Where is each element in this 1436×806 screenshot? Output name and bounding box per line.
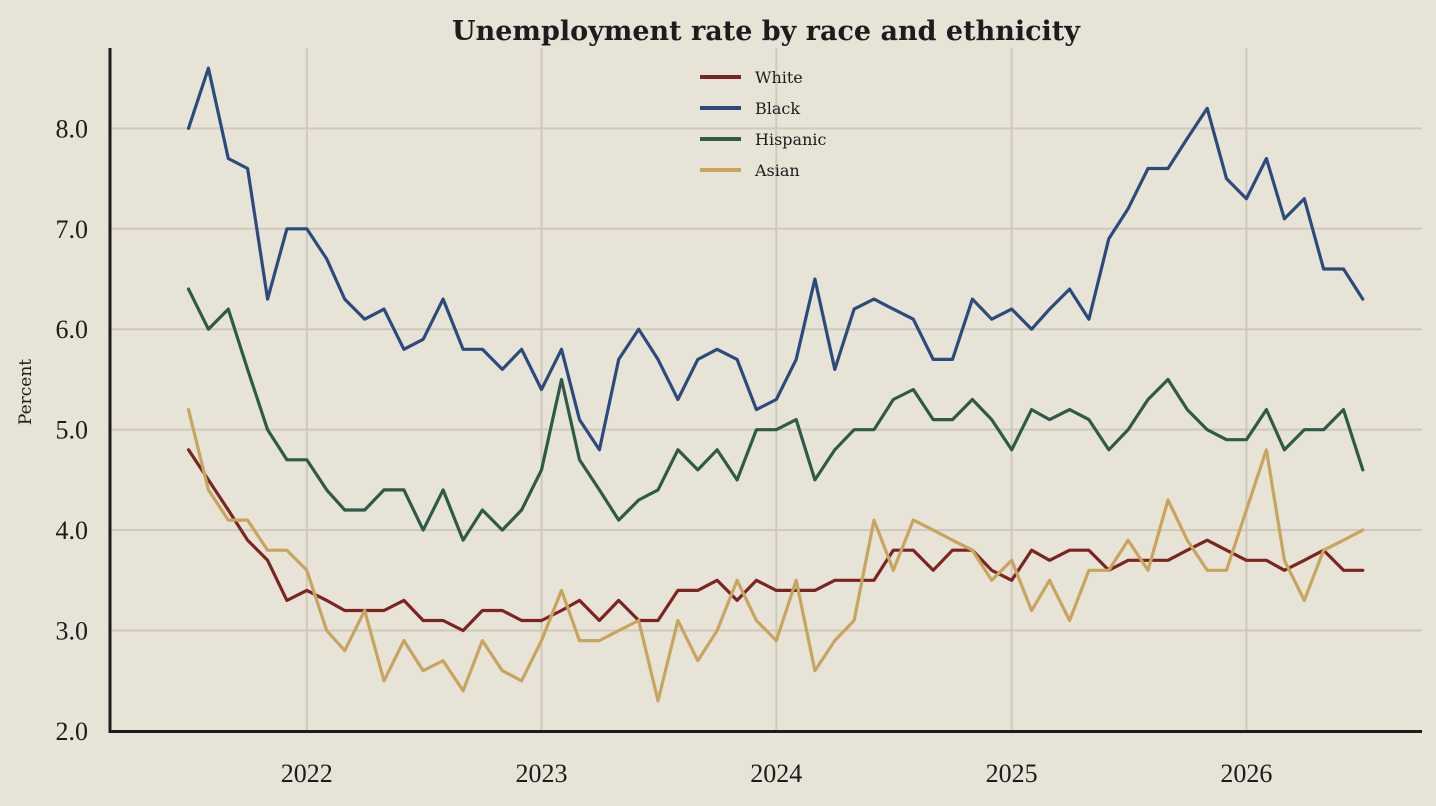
series-lines [186, 66, 1365, 703]
series-line-hispanic [186, 287, 1365, 542]
y-axis-label: Percent [16, 359, 36, 425]
gridlines [110, 48, 1422, 731]
legend-label: Hispanic [755, 130, 826, 149]
y-tick-label: 6.0 [56, 315, 89, 344]
axes [108, 48, 1422, 733]
y-tick-label: 2.0 [56, 717, 89, 746]
x-tick-label: 2022 [281, 759, 333, 788]
legend-item-white: White [700, 68, 803, 87]
x-tick-label: 2024 [750, 759, 802, 788]
y-tick-label: 4.0 [56, 516, 89, 545]
legend-item-hispanic: Hispanic [700, 130, 826, 149]
x-tick-label: 2023 [516, 759, 568, 788]
x-tick-label: 2026 [1220, 759, 1272, 788]
y-tick-label: 5.0 [56, 416, 89, 445]
series-line-white [186, 448, 1365, 633]
legend-label: White [755, 68, 803, 87]
chart-title: Unemployment rate by race and ethnicity [452, 16, 1081, 47]
legend-item-asian: Asian [700, 161, 800, 180]
x-tick-label: 2025 [986, 759, 1038, 788]
y-tick-label: 7.0 [56, 215, 89, 244]
legend-item-black: Black [700, 99, 800, 118]
tick-labels: 2.0 3.0 4.0 5.0 6.0 7.0 8.0 2022 2023 2024 2025 202… [56, 114, 1273, 788]
y-tick-label: 3.0 [56, 617, 89, 646]
legend-label: Black [755, 99, 800, 118]
legend-label: Asian [754, 161, 800, 180]
legend: White Black Hispanic Asian [700, 68, 826, 180]
series-line-black [186, 66, 1365, 452]
series-line-asian [186, 408, 1365, 703]
y-tick-label: 8.0 [56, 114, 89, 143]
